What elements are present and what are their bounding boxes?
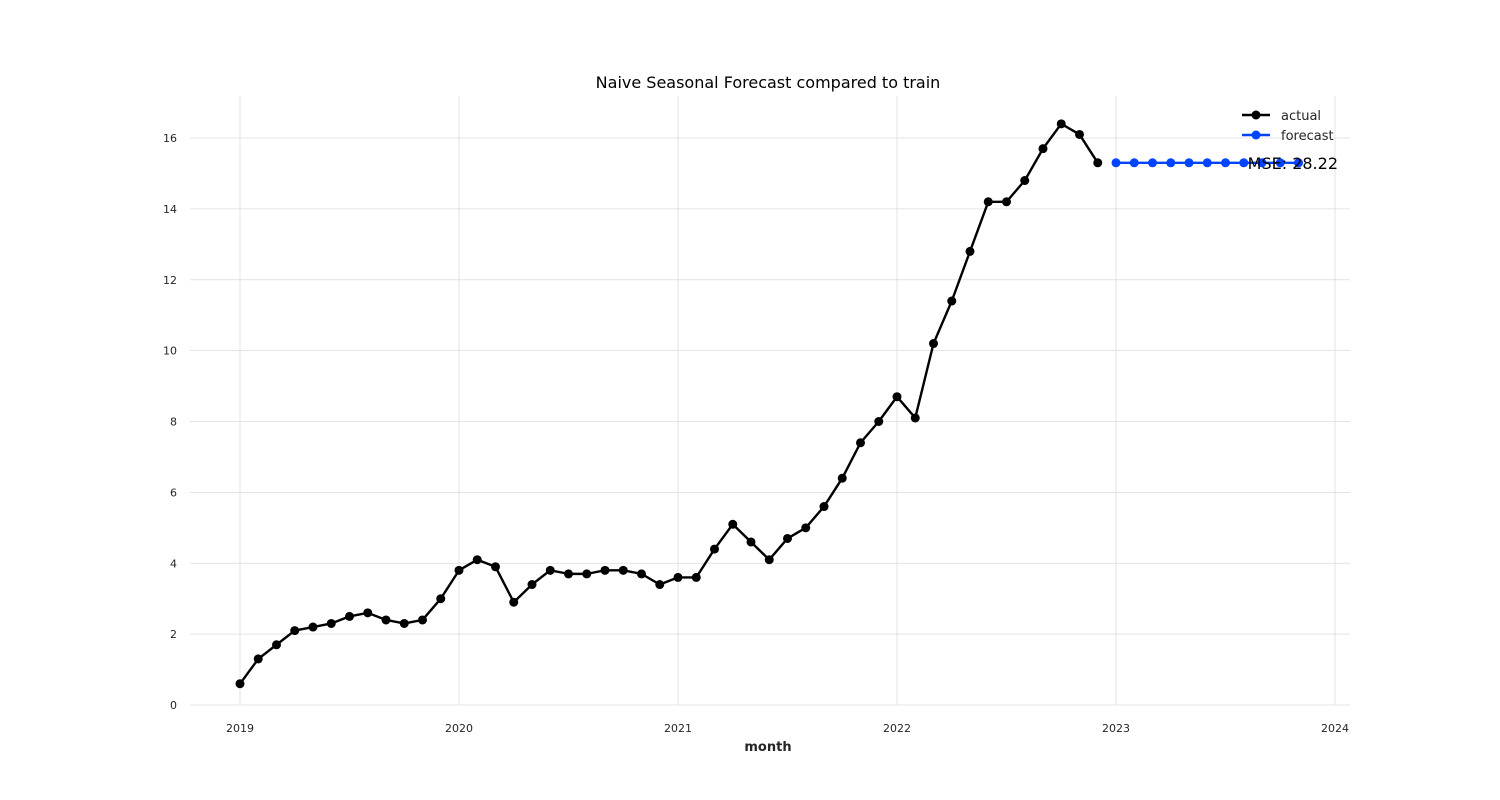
data-point-actual [1093,158,1103,168]
data-point-forecast [1257,158,1267,168]
grid [190,96,1350,706]
data-point-forecast [1166,158,1176,168]
chart-title: Naive Seasonal Forecast compared to trai… [596,73,941,92]
data-point-actual [691,572,701,582]
data-point-actual [819,502,829,512]
data-point-actual [436,594,446,604]
data-point-actual [345,611,354,621]
data-point-actual [600,565,610,575]
x-axis-label: month [744,740,791,755]
y-tick-label: 8 [170,416,177,429]
data-point-actual [983,197,993,207]
data-point-actual [655,580,665,590]
data-point-actual [728,519,738,529]
data-point-actual [290,626,300,636]
data-point-actual [326,618,336,628]
data-point-actual [1075,129,1084,139]
series [235,119,1303,689]
data-point-forecast [1129,158,1139,168]
data-point-actual [1002,197,1011,207]
y-tick-label: 14 [163,203,177,216]
data-point-actual [965,246,975,256]
data-point-forecast [1294,158,1303,168]
data-point-actual [491,562,500,572]
data-point-actual [582,569,592,579]
data-point-actual [618,565,628,575]
data-point-actual [929,339,938,349]
legend: actual forecast [1242,109,1334,144]
data-point-forecast [1221,158,1230,168]
x-tick-label: 2024 [1321,722,1349,735]
series-actual [235,119,1103,689]
series-forecast [1111,158,1303,168]
series-line-actual [239,122,1099,685]
data-point-forecast [1184,158,1194,168]
data-point-actual [545,565,555,575]
x-tick-label: 2020 [445,722,473,735]
data-point-actual [509,597,519,607]
data-point-actual [564,569,573,579]
data-point-forecast [1202,158,1212,168]
data-point-actual [399,618,409,628]
mse-annotation: MSE: 28.22 [1248,154,1338,173]
x-tick-label: 2021 [664,722,692,735]
data-point-actual [454,565,464,575]
data-point-actual [235,679,245,689]
x-tick-label: 2023 [1102,722,1130,735]
data-point-actual [253,654,263,664]
x-tick-label: 2022 [883,722,911,735]
data-point-actual [272,640,281,650]
data-point-actual [673,572,683,582]
data-point-actual [837,473,847,483]
data-point-actual [1038,144,1048,154]
legend-label: forecast [1281,129,1334,144]
y-axis-ticks: 0 2 4 6 8 10 12 14 16 [163,132,177,712]
legend-label: actual [1281,109,1321,124]
y-tick-label: 16 [163,132,177,145]
data-point-actual [363,608,373,618]
data-point-actual [783,533,792,543]
data-point-actual [1056,119,1066,129]
data-point-actual [637,569,646,579]
data-point-actual [1020,176,1030,186]
y-tick-label: 2 [170,628,177,641]
data-point-actual [527,580,537,590]
data-point-actual [710,544,719,554]
legend-swatch-marker [1251,130,1261,140]
data-point-forecast [1111,158,1121,168]
data-point-actual [801,523,811,533]
legend-swatch-marker [1251,110,1261,120]
y-tick-label: 6 [170,486,177,499]
data-point-actual [892,392,902,402]
y-tick-label: 4 [170,557,177,570]
y-tick-label: 10 [163,345,177,358]
data-point-actual [910,413,920,423]
data-point-actual [418,615,427,625]
data-point-forecast [1148,158,1157,168]
y-tick-label: 0 [170,699,177,712]
data-point-actual [947,296,957,306]
data-point-actual [874,417,884,426]
data-point-forecast [1239,158,1249,168]
data-point-actual [308,622,318,632]
data-point-actual [472,555,482,565]
x-axis-ticks: 2019 2020 2021 2022 2023 2024 [226,722,1349,735]
data-point-forecast [1275,158,1285,168]
x-tick-label: 2019 [226,722,254,735]
y-tick-label: 12 [163,274,177,287]
data-point-actual [764,555,774,565]
data-point-actual [746,537,756,547]
data-point-actual [381,615,391,625]
data-point-actual [856,438,865,448]
